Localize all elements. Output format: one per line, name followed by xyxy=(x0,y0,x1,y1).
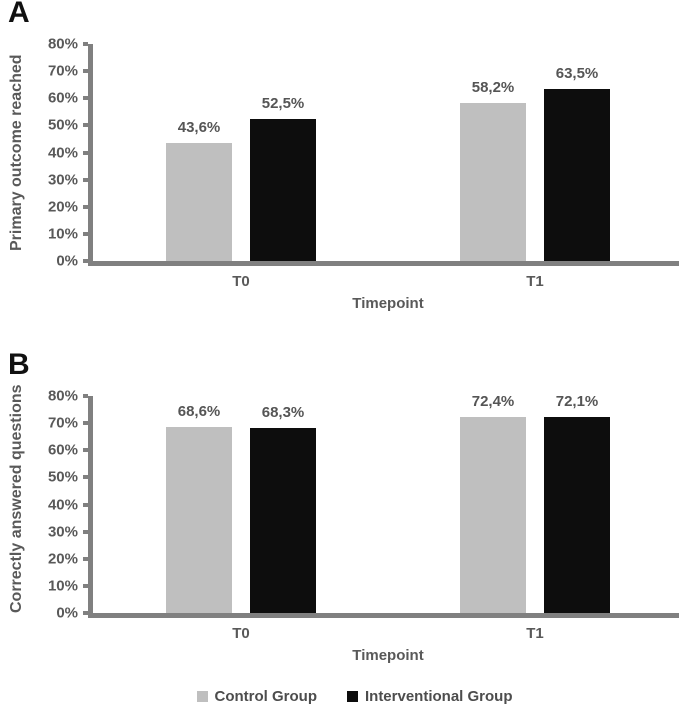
bar-value-label: 58,2% xyxy=(471,79,515,96)
panel-a-plot-area: 0% 10% 20% 30% 40% 50% 60% 70% 80% 43,6% 58,2% 52,5… xyxy=(48,36,682,290)
y-tick-label: 0% xyxy=(56,252,78,270)
y-tick-label: 50% xyxy=(47,468,78,486)
y-tick-mark xyxy=(83,583,88,588)
y-tick-label: 40% xyxy=(47,144,78,161)
legend-label: Interventional Group xyxy=(364,688,513,705)
bar-t1-control xyxy=(460,417,526,613)
y-tick-label: 30% xyxy=(47,523,78,541)
y-tick-label: 70% xyxy=(47,62,78,80)
panel-b-plot-area: 0% 10% 20% 30% 40% 50% 60% 70% 80% 68,6% 72,4% 68,3… xyxy=(48,388,682,642)
y-tick-mark xyxy=(83,123,88,128)
y-tick-label: 80% xyxy=(47,35,78,53)
y-tick-label: 30% xyxy=(47,171,78,189)
bar-value-label: 43,6% xyxy=(177,119,221,136)
y-tick-mark xyxy=(83,150,88,155)
y-tick-label: 10% xyxy=(47,225,78,243)
y-tick-mark xyxy=(83,611,88,615)
panel-a: A Primary outcome reached 0% 10% 20% 30% 40%… xyxy=(0,0,685,335)
y-axis-line xyxy=(88,44,93,266)
x-axis-line xyxy=(88,613,679,618)
y-tick-mark xyxy=(83,394,88,398)
x-category-label-t0: T0 xyxy=(232,273,250,290)
legend-swatch-icon xyxy=(196,691,208,702)
x-category-label-t1: T1 xyxy=(526,273,544,290)
bar-t0-interventional xyxy=(250,428,316,613)
bar-t1-interventional xyxy=(544,417,610,613)
y-tick-mark xyxy=(83,69,88,74)
y-tick-label: 40% xyxy=(47,496,78,513)
bar-value-label: 68,6% xyxy=(177,403,221,420)
y-tick-label: 0% xyxy=(56,604,78,622)
legend-item: Control Group xyxy=(196,688,317,705)
bar-t1-interventional xyxy=(544,89,610,261)
panel-b: B Correctly answered questions 0% 10% 20% 3… xyxy=(0,348,685,687)
bar-t0-control xyxy=(166,143,232,261)
bar-value-label: 72,1% xyxy=(555,393,599,410)
bar-value-label: 68,3% xyxy=(261,404,305,421)
y-tick-label: 60% xyxy=(47,89,78,107)
y-tick-mark xyxy=(83,529,88,534)
bar-t1-control xyxy=(460,103,526,261)
y-tick-mark xyxy=(83,96,88,101)
legend-swatch-icon xyxy=(346,691,358,702)
y-tick-label: 50% xyxy=(47,116,78,134)
legend-item: Interventional Group xyxy=(346,688,513,705)
y-tick-label: 80% xyxy=(47,387,78,405)
panel-a-x-axis-title: Timepoint xyxy=(352,295,424,312)
y-tick-label: 70% xyxy=(47,414,78,432)
bar-value-label: 52,5% xyxy=(261,95,305,112)
y-tick-label: 60% xyxy=(47,441,78,459)
x-category-label-t0: T0 xyxy=(232,625,250,642)
y-tick-label: 20% xyxy=(47,550,78,568)
bar-t0-control xyxy=(166,427,232,613)
legend-label: Control Group xyxy=(214,688,317,705)
y-tick-mark xyxy=(83,448,88,453)
y-axis-line xyxy=(88,396,93,618)
y-tick-label: 20% xyxy=(47,198,78,216)
bar-value-label: 72,4% xyxy=(471,393,515,410)
y-tick-mark xyxy=(83,42,88,46)
panel-b-x-axis-title: Timepoint xyxy=(352,647,424,664)
y-tick-mark xyxy=(83,502,88,507)
panel-b-letter: B xyxy=(8,348,31,381)
y-tick-mark xyxy=(83,231,88,236)
bar-t0-interventional xyxy=(250,119,316,261)
y-tick-mark xyxy=(83,259,88,263)
y-tick-mark xyxy=(83,177,88,182)
panel-a-letter: A xyxy=(8,0,31,29)
y-tick-mark xyxy=(83,475,88,480)
bar-value-label: 63,5% xyxy=(555,65,599,82)
y-tick-mark xyxy=(83,556,88,561)
y-tick-mark xyxy=(83,421,88,426)
y-tick-mark xyxy=(83,204,88,209)
legend: Control Group Interventional Group xyxy=(0,688,685,705)
y-tick-label: 10% xyxy=(47,577,78,595)
x-axis-line xyxy=(88,261,679,266)
x-category-label-t1: T1 xyxy=(526,625,544,642)
